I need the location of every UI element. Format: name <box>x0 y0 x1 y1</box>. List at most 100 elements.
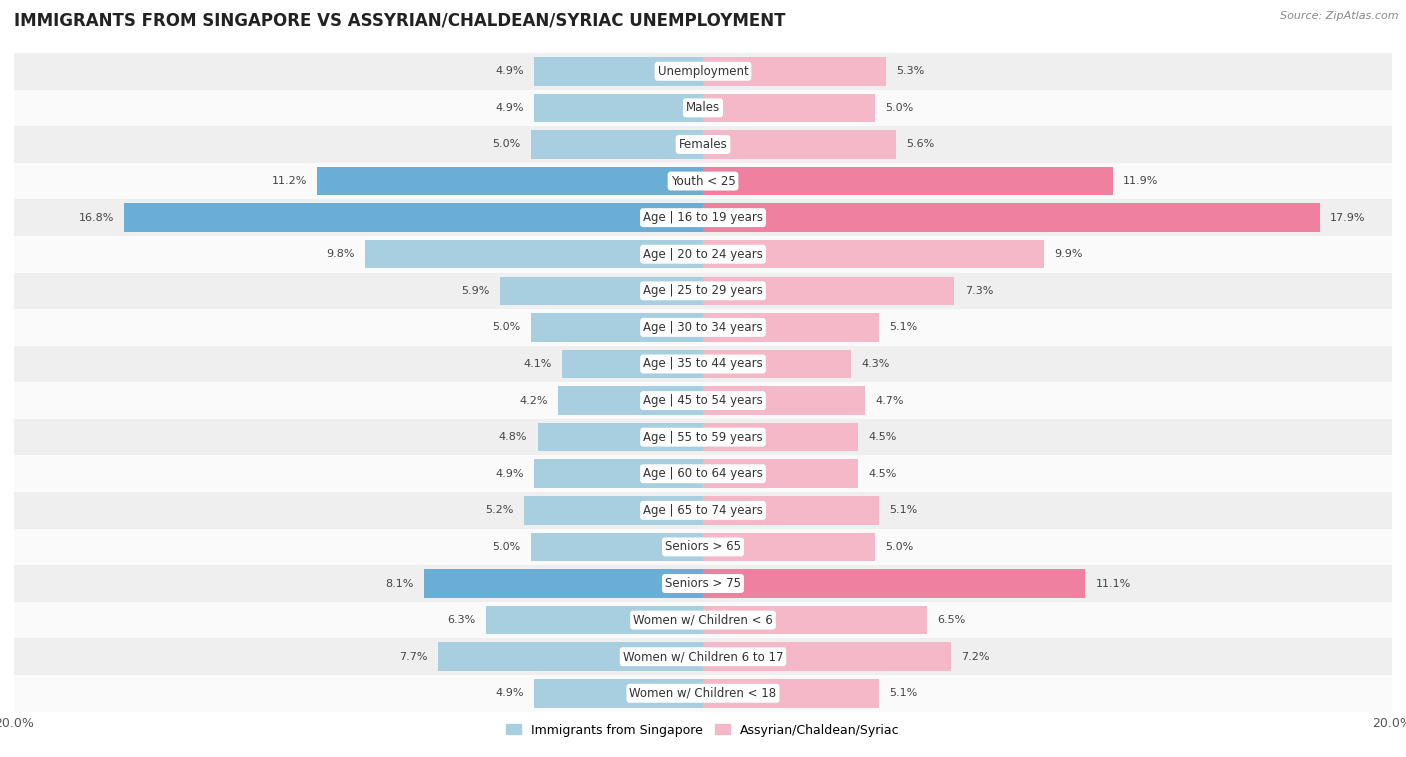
Bar <box>14 199 1392 236</box>
Bar <box>562 350 703 378</box>
Text: 4.9%: 4.9% <box>495 688 524 698</box>
Text: 5.1%: 5.1% <box>889 506 917 516</box>
Bar <box>703 94 875 122</box>
Bar <box>524 496 703 525</box>
Text: 5.0%: 5.0% <box>492 322 520 332</box>
Bar <box>531 313 703 341</box>
Text: 4.5%: 4.5% <box>869 469 897 478</box>
Bar <box>703 386 865 415</box>
Text: 8.1%: 8.1% <box>385 578 413 588</box>
Bar <box>703 569 1085 598</box>
Bar <box>14 456 1392 492</box>
Text: Women w/ Children < 18: Women w/ Children < 18 <box>630 687 776 699</box>
Bar <box>534 57 703 86</box>
Text: Unemployment: Unemployment <box>658 65 748 78</box>
Bar <box>14 638 1392 675</box>
Text: 4.3%: 4.3% <box>862 359 890 369</box>
Text: 5.9%: 5.9% <box>461 286 489 296</box>
Bar <box>14 126 1392 163</box>
Bar <box>14 565 1392 602</box>
Bar <box>703 276 955 305</box>
Text: 16.8%: 16.8% <box>79 213 114 223</box>
Text: 4.9%: 4.9% <box>495 469 524 478</box>
Bar <box>703 350 851 378</box>
Text: Age | 35 to 44 years: Age | 35 to 44 years <box>643 357 763 370</box>
Bar <box>14 382 1392 419</box>
Text: 5.2%: 5.2% <box>485 506 513 516</box>
Text: 4.8%: 4.8% <box>499 432 527 442</box>
Bar <box>318 167 703 195</box>
Text: Age | 55 to 59 years: Age | 55 to 59 years <box>643 431 763 444</box>
Text: 9.9%: 9.9% <box>1054 249 1083 259</box>
Bar <box>534 679 703 708</box>
Bar <box>14 309 1392 346</box>
Text: 17.9%: 17.9% <box>1330 213 1365 223</box>
Text: Women w/ Children < 6: Women w/ Children < 6 <box>633 614 773 627</box>
Text: 4.9%: 4.9% <box>495 67 524 76</box>
Bar <box>531 130 703 159</box>
Bar <box>531 533 703 561</box>
Bar <box>366 240 703 269</box>
Text: 4.1%: 4.1% <box>523 359 551 369</box>
Text: Males: Males <box>686 101 720 114</box>
Text: 6.5%: 6.5% <box>938 615 966 625</box>
Bar <box>703 496 879 525</box>
Bar <box>437 643 703 671</box>
Text: Age | 16 to 19 years: Age | 16 to 19 years <box>643 211 763 224</box>
Text: Seniors > 75: Seniors > 75 <box>665 577 741 590</box>
Text: Age | 20 to 24 years: Age | 20 to 24 years <box>643 248 763 260</box>
Text: 5.1%: 5.1% <box>889 322 917 332</box>
Text: 11.9%: 11.9% <box>1123 176 1159 186</box>
Bar <box>14 89 1392 126</box>
Bar <box>425 569 703 598</box>
Text: Youth < 25: Youth < 25 <box>671 175 735 188</box>
Text: 6.3%: 6.3% <box>447 615 475 625</box>
Bar <box>703 130 896 159</box>
Text: 9.8%: 9.8% <box>326 249 356 259</box>
Text: 4.7%: 4.7% <box>875 396 904 406</box>
Text: 5.0%: 5.0% <box>886 103 914 113</box>
Bar <box>14 53 1392 89</box>
Text: 5.6%: 5.6% <box>907 139 935 149</box>
Text: 5.0%: 5.0% <box>492 542 520 552</box>
Bar <box>14 492 1392 528</box>
Text: 5.1%: 5.1% <box>889 688 917 698</box>
Text: Age | 60 to 64 years: Age | 60 to 64 years <box>643 467 763 480</box>
Legend: Immigrants from Singapore, Assyrian/Chaldean/Syriac: Immigrants from Singapore, Assyrian/Chal… <box>501 718 905 742</box>
Text: Women w/ Children 6 to 17: Women w/ Children 6 to 17 <box>623 650 783 663</box>
Bar <box>14 675 1392 712</box>
Bar <box>486 606 703 634</box>
Bar <box>703 204 1320 232</box>
Text: 7.2%: 7.2% <box>962 652 990 662</box>
Text: 5.3%: 5.3% <box>896 67 924 76</box>
Bar <box>703 606 927 634</box>
Bar <box>703 423 858 451</box>
Text: Age | 30 to 34 years: Age | 30 to 34 years <box>643 321 763 334</box>
Bar <box>703 533 875 561</box>
Bar <box>703 240 1045 269</box>
Text: Source: ZipAtlas.com: Source: ZipAtlas.com <box>1281 11 1399 21</box>
Bar <box>14 528 1392 565</box>
Text: 11.2%: 11.2% <box>271 176 307 186</box>
Bar <box>558 386 703 415</box>
Text: 7.7%: 7.7% <box>399 652 427 662</box>
Text: IMMIGRANTS FROM SINGAPORE VS ASSYRIAN/CHALDEAN/SYRIAC UNEMPLOYMENT: IMMIGRANTS FROM SINGAPORE VS ASSYRIAN/CH… <box>14 11 786 30</box>
Bar <box>703 167 1114 195</box>
Bar <box>14 419 1392 456</box>
Text: 4.9%: 4.9% <box>495 103 524 113</box>
Text: 4.2%: 4.2% <box>519 396 548 406</box>
Text: 5.0%: 5.0% <box>492 139 520 149</box>
Bar <box>14 236 1392 273</box>
Text: 7.3%: 7.3% <box>965 286 993 296</box>
Bar <box>14 602 1392 638</box>
Bar <box>14 346 1392 382</box>
Text: 5.0%: 5.0% <box>886 542 914 552</box>
Bar <box>703 643 950 671</box>
Text: 11.1%: 11.1% <box>1095 578 1130 588</box>
Bar <box>703 313 879 341</box>
Bar <box>14 163 1392 199</box>
Bar <box>499 276 703 305</box>
Text: Age | 25 to 29 years: Age | 25 to 29 years <box>643 285 763 298</box>
Text: Females: Females <box>679 138 727 151</box>
Bar <box>703 459 858 488</box>
